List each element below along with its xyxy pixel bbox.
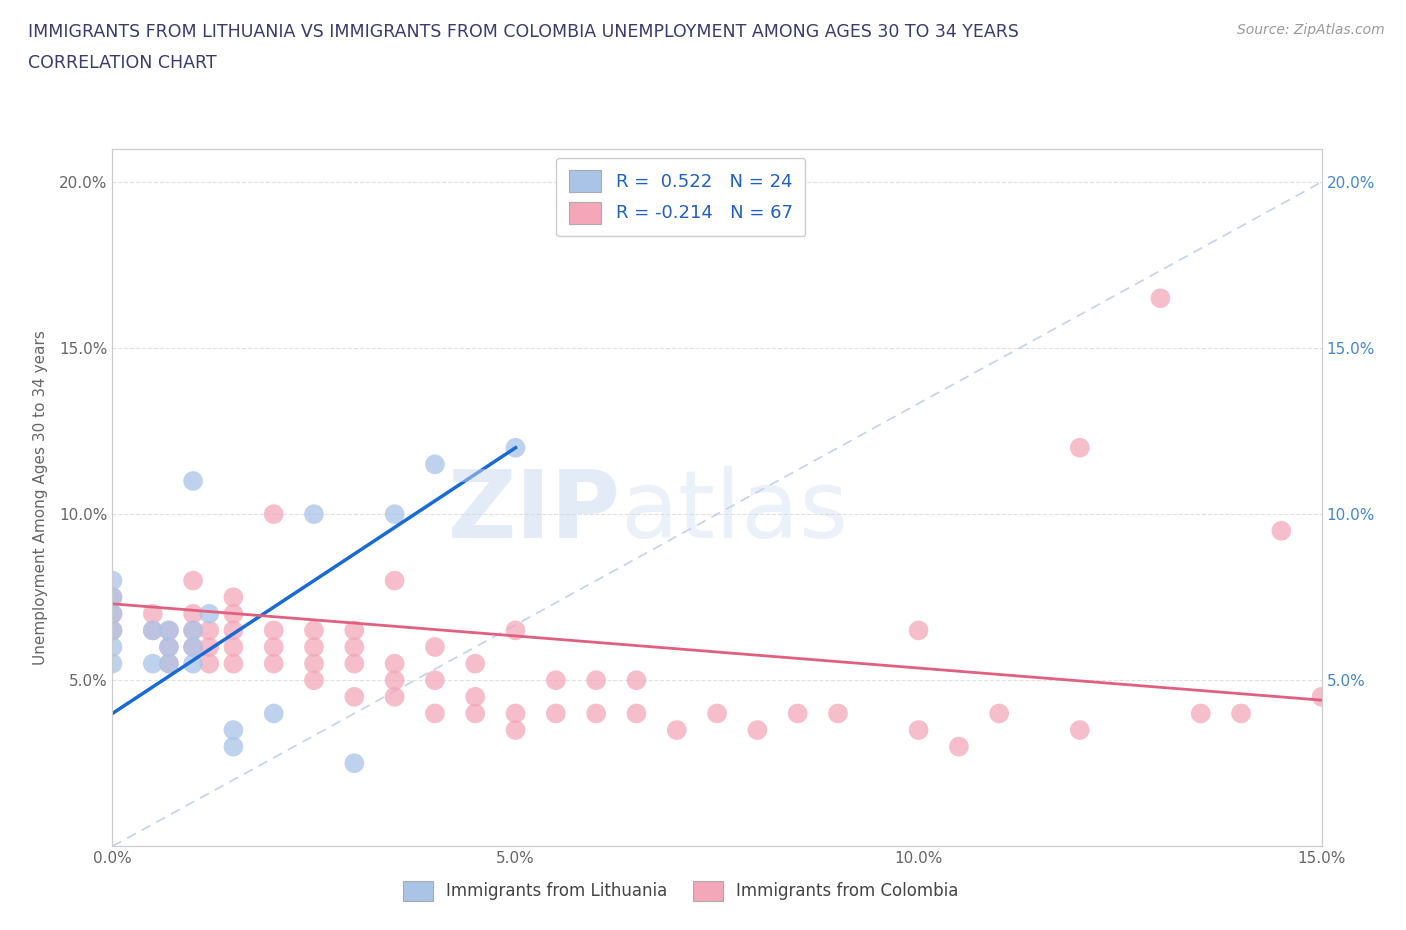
Point bbox=[423, 640, 446, 655]
Point bbox=[1230, 706, 1253, 721]
Point bbox=[101, 590, 124, 604]
Point bbox=[544, 672, 567, 687]
Point bbox=[988, 706, 1011, 721]
Point bbox=[101, 590, 124, 604]
Point bbox=[302, 640, 325, 655]
Point bbox=[263, 657, 285, 671]
Point bbox=[101, 573, 124, 588]
Point bbox=[464, 689, 486, 704]
Point bbox=[142, 623, 165, 638]
Point bbox=[222, 739, 245, 754]
Point bbox=[544, 706, 567, 721]
Point bbox=[948, 739, 970, 754]
Point bbox=[142, 657, 165, 671]
Point bbox=[423, 457, 446, 472]
Point bbox=[222, 657, 245, 671]
Point bbox=[222, 590, 245, 604]
Point bbox=[827, 706, 849, 721]
Point bbox=[384, 507, 406, 522]
Point bbox=[1310, 689, 1333, 704]
Point bbox=[181, 606, 204, 621]
Point bbox=[505, 440, 527, 455]
Point bbox=[181, 640, 204, 655]
Point bbox=[222, 723, 245, 737]
Point bbox=[181, 623, 204, 638]
Point bbox=[101, 606, 124, 621]
Point bbox=[464, 657, 486, 671]
Point bbox=[222, 623, 245, 638]
Point bbox=[464, 706, 486, 721]
Point bbox=[706, 706, 728, 721]
Point bbox=[157, 640, 180, 655]
Point bbox=[505, 706, 527, 721]
Point bbox=[181, 573, 204, 588]
Point bbox=[181, 657, 204, 671]
Point bbox=[181, 623, 204, 638]
Point bbox=[263, 640, 285, 655]
Point bbox=[157, 657, 180, 671]
Point bbox=[157, 623, 180, 638]
Point bbox=[157, 640, 180, 655]
Point bbox=[142, 623, 165, 638]
Point bbox=[181, 640, 204, 655]
Point bbox=[1149, 291, 1171, 306]
Point bbox=[263, 507, 285, 522]
Point bbox=[198, 623, 221, 638]
Point bbox=[423, 672, 446, 687]
Point bbox=[198, 657, 221, 671]
Point bbox=[101, 640, 124, 655]
Point bbox=[198, 640, 221, 655]
Text: Source: ZipAtlas.com: Source: ZipAtlas.com bbox=[1237, 23, 1385, 37]
Point bbox=[101, 657, 124, 671]
Point bbox=[786, 706, 808, 721]
Point bbox=[263, 706, 285, 721]
Point bbox=[157, 623, 180, 638]
Point bbox=[626, 706, 648, 721]
Point bbox=[302, 623, 325, 638]
Point bbox=[198, 606, 221, 621]
Point bbox=[343, 657, 366, 671]
Point bbox=[423, 706, 446, 721]
Point bbox=[505, 623, 527, 638]
Point bbox=[343, 689, 366, 704]
Legend: Immigrants from Lithuania, Immigrants from Colombia: Immigrants from Lithuania, Immigrants fr… bbox=[396, 874, 965, 908]
Point bbox=[907, 723, 929, 737]
Point bbox=[384, 689, 406, 704]
Point bbox=[157, 657, 180, 671]
Point bbox=[665, 723, 688, 737]
Point bbox=[142, 606, 165, 621]
Point bbox=[585, 672, 607, 687]
Point bbox=[222, 606, 245, 621]
Point bbox=[626, 672, 648, 687]
Point bbox=[384, 672, 406, 687]
Point bbox=[302, 507, 325, 522]
Point bbox=[384, 573, 406, 588]
Text: IMMIGRANTS FROM LITHUANIA VS IMMIGRANTS FROM COLOMBIA UNEMPLOYMENT AMONG AGES 30: IMMIGRANTS FROM LITHUANIA VS IMMIGRANTS … bbox=[28, 23, 1019, 41]
Point bbox=[101, 606, 124, 621]
Point bbox=[384, 657, 406, 671]
Point bbox=[302, 657, 325, 671]
Point bbox=[1270, 524, 1292, 538]
Point bbox=[1069, 440, 1091, 455]
Point bbox=[101, 623, 124, 638]
Text: ZIP: ZIP bbox=[447, 466, 620, 557]
Point bbox=[302, 672, 325, 687]
Point bbox=[343, 640, 366, 655]
Point bbox=[505, 723, 527, 737]
Point bbox=[907, 623, 929, 638]
Point bbox=[222, 640, 245, 655]
Text: atlas: atlas bbox=[620, 466, 849, 557]
Point bbox=[1069, 723, 1091, 737]
Point bbox=[343, 623, 366, 638]
Point bbox=[343, 756, 366, 771]
Point bbox=[181, 473, 204, 488]
Point bbox=[101, 623, 124, 638]
Y-axis label: Unemployment Among Ages 30 to 34 years: Unemployment Among Ages 30 to 34 years bbox=[34, 330, 48, 665]
Point bbox=[585, 706, 607, 721]
Text: CORRELATION CHART: CORRELATION CHART bbox=[28, 54, 217, 72]
Point bbox=[1189, 706, 1212, 721]
Point bbox=[747, 723, 769, 737]
Point bbox=[263, 623, 285, 638]
